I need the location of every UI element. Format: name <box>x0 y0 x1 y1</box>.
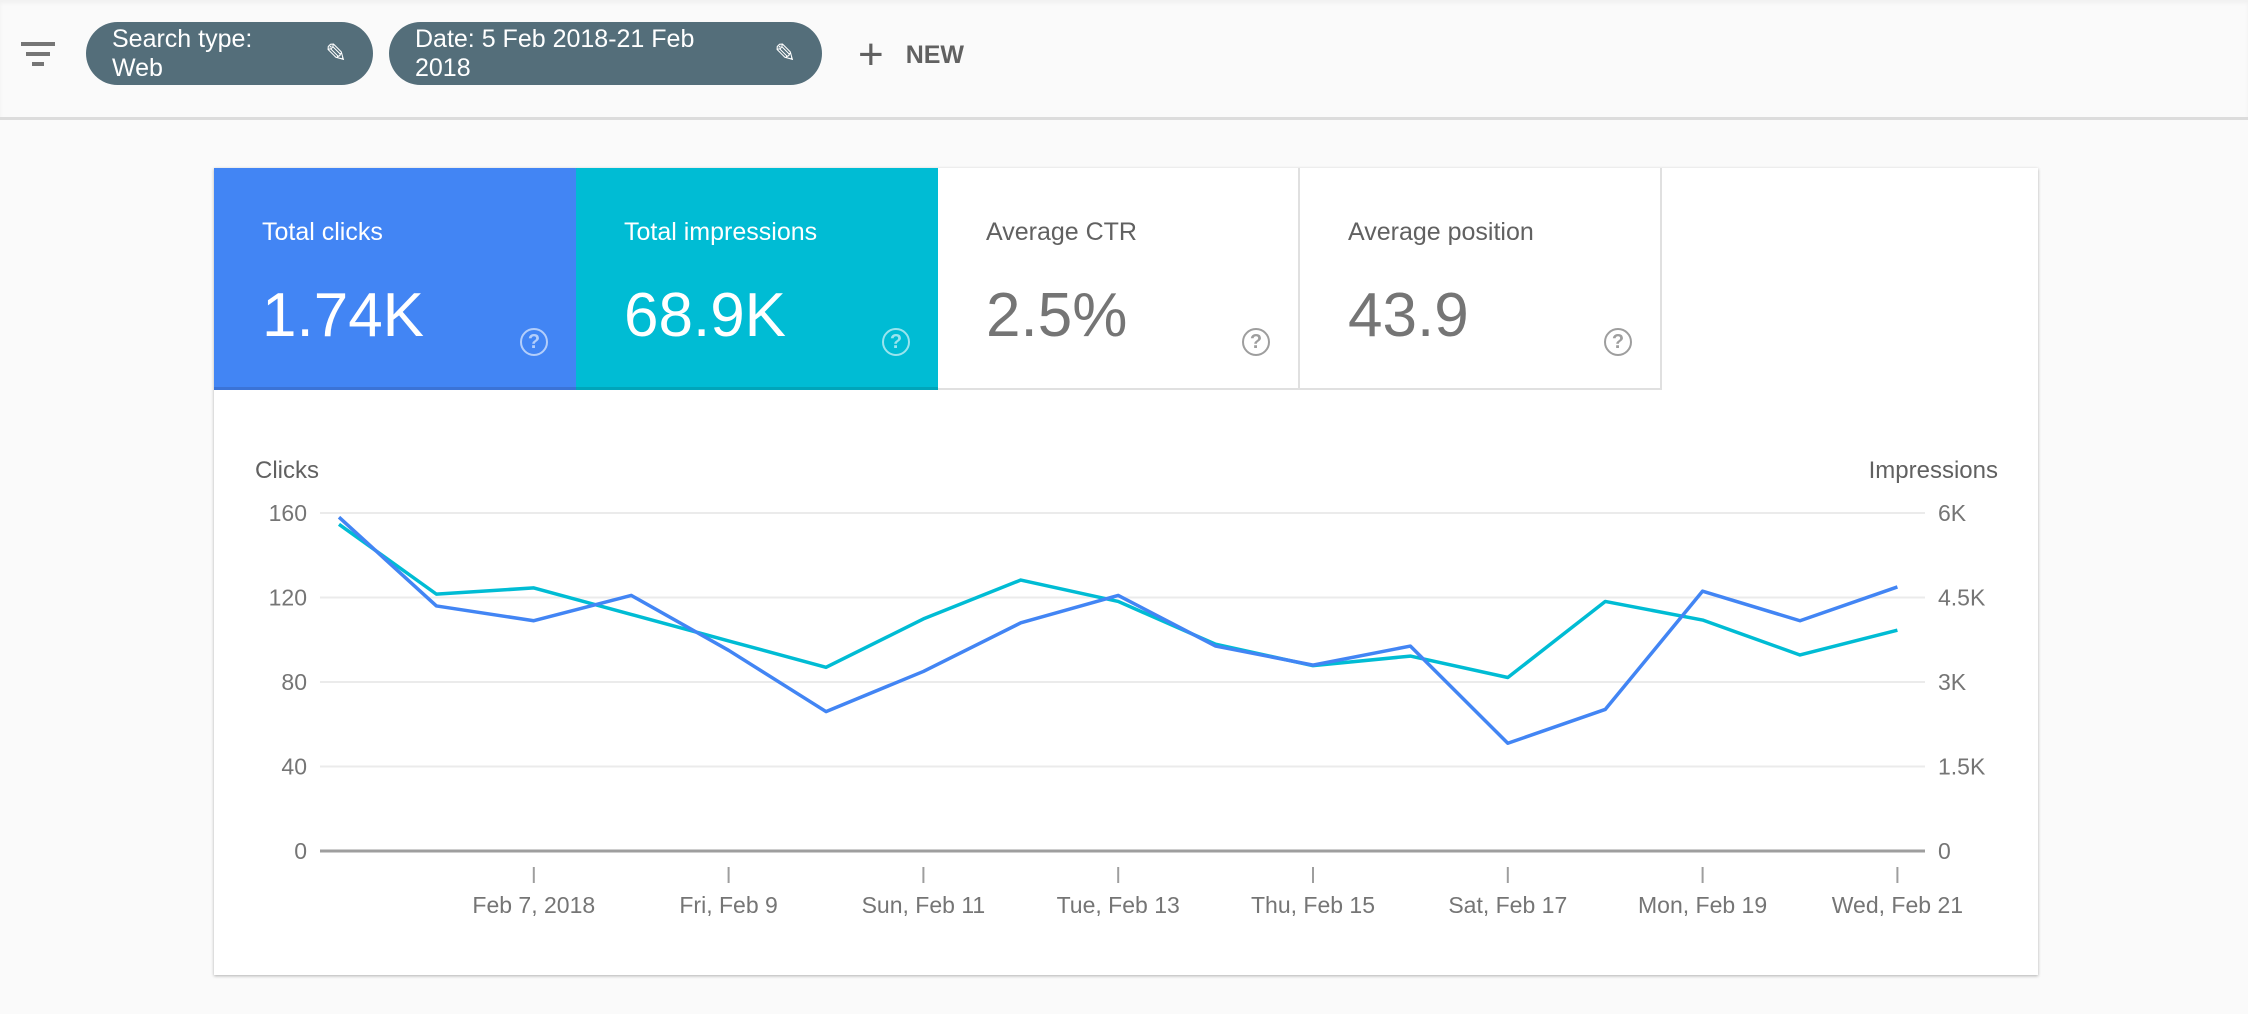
metric-label: Average CTR <box>986 218 1137 246</box>
left-tick-label: 80 <box>281 669 307 695</box>
x-tick-label: Fri, Feb 9 <box>679 892 777 918</box>
search-type-chip[interactable]: Search type: Web ✎ <box>86 22 373 85</box>
x-tick-label: Tue, Feb 13 <box>1057 892 1180 918</box>
x-tick-label: Feb 7, 2018 <box>472 892 595 918</box>
left-axis-title: Clicks <box>255 457 319 484</box>
new-label: NEW <box>905 40 965 69</box>
help-icon[interactable]: ? <box>1242 328 1270 356</box>
metric-label: Total clicks <box>262 218 383 246</box>
right-tick-label: 4.5K <box>1938 585 1986 611</box>
series-line-clicks <box>337 515 1898 746</box>
right-axis-title: Impressions <box>1869 457 1998 484</box>
filter-toolbar: Search type: Web ✎ Date: 5 Feb 2018-21 F… <box>0 0 2248 120</box>
left-tick-label: 0 <box>294 838 307 864</box>
series-line-impressions <box>337 522 1898 680</box>
x-tick-label: Sun, Feb 11 <box>862 892 986 918</box>
help-icon[interactable]: ? <box>1604 328 1632 356</box>
right-tick-label: 1.5K <box>1938 754 1986 780</box>
left-tick-label: 160 <box>269 500 307 526</box>
chip-label: Search type: Web <box>112 24 253 82</box>
date-range-chip[interactable]: Date: 5 Feb 2018-21 Feb 2018 ✎ <box>389 22 822 85</box>
pencil-icon: ✎ <box>325 38 347 68</box>
metric-value: 43.9 <box>1348 281 1469 350</box>
filter-list-icon[interactable] <box>20 40 56 68</box>
x-tick-label: Mon, Feb 19 <box>1638 892 1767 918</box>
performance-card: Total clicks 1.74K ? Total impressions 6… <box>214 168 2038 975</box>
right-tick-label: 0 <box>1938 838 1951 864</box>
metric-tile-total-impressions[interactable]: Total impressions 68.9K ? <box>576 168 938 390</box>
x-tick-label: Thu, Feb 15 <box>1251 892 1375 918</box>
x-tick-label: Sat, Feb 17 <box>1448 892 1567 918</box>
plus-icon: + <box>858 30 884 79</box>
left-tick-label: 120 <box>269 585 307 611</box>
metric-value: 2.5% <box>986 281 1128 350</box>
performance-chart: Clicks Impressions 0 0 40 1.5K 80 3K 120 4.5K 16… <box>255 457 1998 918</box>
left-tick-label: 40 <box>281 754 307 780</box>
metric-tile-average-position[interactable]: Average position 43.9 ? <box>1300 168 1662 390</box>
new-filter-button[interactable]: + NEW <box>858 30 964 80</box>
x-tick-label: Wed, Feb 21 <box>1832 892 1963 918</box>
chip-label: Date: 5 Feb 2018-21 Feb 2018 <box>415 24 695 82</box>
metric-tile-average-ctr[interactable]: Average CTR 2.5% ? <box>938 168 1300 390</box>
metric-label: Total impressions <box>624 218 818 246</box>
help-icon[interactable]: ? <box>520 328 548 356</box>
right-tick-label: 3K <box>1938 669 1967 695</box>
right-tick-label: 6K <box>1938 500 1967 526</box>
metric-value: 1.74K <box>262 281 425 350</box>
help-icon[interactable]: ? <box>882 328 910 356</box>
metric-label: Average position <box>1348 218 1534 246</box>
metric-tile-total-clicks[interactable]: Total clicks 1.74K ? <box>214 168 576 390</box>
metric-value: 68.9K <box>624 281 787 350</box>
pencil-icon: ✎ <box>774 38 796 68</box>
